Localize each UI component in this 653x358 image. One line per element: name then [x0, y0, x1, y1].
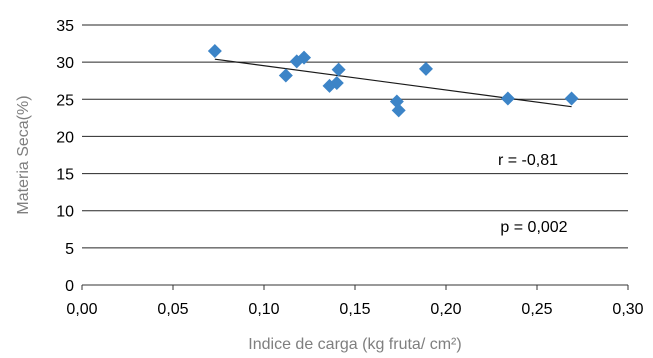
- gridlines: [82, 24, 628, 249]
- data-point: [297, 50, 312, 65]
- annotation-p: p = 0,002: [500, 219, 567, 236]
- y-tick-label: 20: [56, 129, 74, 146]
- data-point: [207, 44, 222, 58]
- data-point: [331, 62, 346, 77]
- y-axis-label: Materia Seca(%): [15, 95, 32, 214]
- data-point: [391, 103, 406, 118]
- y-tick-label: 5: [65, 241, 74, 258]
- data-point: [389, 94, 404, 109]
- x-tick-label: 0,05: [157, 301, 188, 318]
- y-tick-label: 10: [56, 204, 74, 221]
- y-tick-label: 30: [56, 55, 74, 72]
- x-tick-label: 0,15: [339, 301, 370, 318]
- y-tick-labels: 0 5 10 15 20 25 30 35: [56, 18, 74, 295]
- x-tick-label: 0,20: [430, 301, 461, 318]
- data-point: [278, 68, 293, 83]
- data-point: [564, 91, 579, 106]
- x-tick-label: 0,25: [521, 301, 552, 318]
- y-tick-label: 0: [65, 278, 74, 295]
- x-tick-label: 0,00: [66, 301, 97, 318]
- x-tick-marks: [81, 285, 629, 290]
- y-tick-label: 35: [56, 18, 74, 35]
- x-tick-label: 0,10: [248, 301, 279, 318]
- data-point: [329, 75, 344, 90]
- annotation-r: r = -0,81: [498, 152, 558, 169]
- y-tick-label: 15: [56, 167, 74, 184]
- data-point: [500, 91, 515, 106]
- x-axis-label: Indice de carga (kg fruta/ cm²): [248, 336, 461, 353]
- y-tick-label: 25: [56, 92, 74, 109]
- data-points: [207, 44, 579, 118]
- x-tick-label: 0,30: [612, 301, 643, 318]
- x-tick-labels: 0,00 0,05 0,10 0,15 0,20 0,25 0,30: [66, 301, 643, 318]
- data-point: [418, 61, 433, 76]
